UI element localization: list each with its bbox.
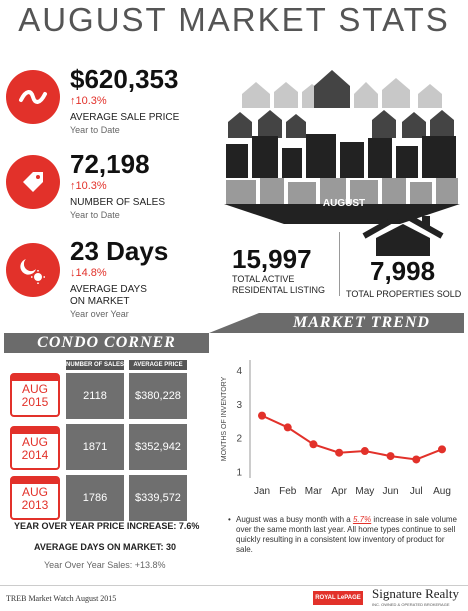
data-point	[360, 447, 369, 456]
stat-change: ↑10.3%	[70, 95, 107, 107]
stat-days-on-market: 23 Days ↓14.8% AVERAGE DAYS ON MARKET Ye…	[70, 236, 230, 320]
footer-rule	[0, 585, 468, 586]
avg-days-on-market: AVERAGE DAYS ON MARKET: 30	[34, 542, 177, 552]
sold-label: TOTAL PROPERTIES SOLD	[346, 289, 462, 299]
table-cell-sales: 2118	[66, 373, 124, 419]
x-tick-label: Mar	[305, 486, 323, 497]
x-tick-label: Aug	[433, 486, 451, 497]
x-tick-label: May	[355, 486, 374, 497]
condo-banner: CONDO CORNER	[4, 333, 209, 353]
x-tick-label: Jul	[410, 486, 423, 497]
calendar-icon: AUG 2013	[10, 476, 60, 520]
data-point	[386, 452, 395, 461]
stat-value: 23 Days	[70, 236, 169, 266]
company-sub: INC. OWNED & OPERATED BROKERAGE	[372, 602, 450, 607]
x-tick-label: Feb	[279, 486, 297, 497]
table-cell-price: $380,228	[129, 373, 187, 419]
y-tick-label: 3	[236, 400, 242, 411]
stat-sub: Year over Year	[70, 309, 129, 319]
yoy-price-increase: YEAR OVER YEAR PRICE INCREASE: 7.6%	[14, 521, 200, 531]
price-tag-icon	[6, 155, 60, 209]
stat-change: ↑10.3%	[70, 180, 107, 192]
col-header-price: AVERAGE PRICE	[129, 360, 187, 370]
data-point	[283, 423, 292, 432]
stat-sales-count: 72,198 ↑10.3% NUMBER OF SALES Year to Da…	[70, 149, 230, 221]
stat-sub: Year to Date	[70, 125, 120, 135]
stat-change: ↓14.8%	[70, 267, 107, 279]
table-cell-price: $339,572	[129, 475, 187, 521]
table-cell-sales: 1871	[66, 424, 124, 470]
data-point	[412, 455, 421, 464]
page-title: AUGUST MARKET STATS	[18, 1, 450, 38]
footer-source: TREB Market Watch August 2015	[6, 594, 117, 603]
x-tick-label: Apr	[331, 486, 347, 497]
series-line	[261, 414, 443, 461]
data-point	[309, 440, 318, 449]
tilde-icon	[6, 70, 60, 124]
data-point	[335, 448, 344, 457]
table-cell-sales: 1786	[66, 475, 124, 521]
stat-label: NUMBER OF SALES	[70, 197, 166, 208]
arrow-up-icon: ↑	[70, 180, 76, 192]
y-tick-label: 2	[236, 434, 242, 445]
x-tick-label: Jan	[254, 486, 270, 497]
trend-note: August was a busy month with a 5.7% incr…	[236, 515, 458, 554]
stat-sale-price: $620,353 ↑10.3% AVERAGE SALE PRICE Year …	[70, 64, 230, 136]
company-name: Signature Realty	[372, 586, 460, 601]
yoy-sales: Year Over Year Sales: +13.8%	[44, 560, 166, 570]
divider	[339, 232, 340, 296]
data-point	[438, 445, 446, 454]
arrow-down-icon: ↓	[70, 267, 76, 279]
sold-value: 7,998	[370, 256, 436, 286]
y-axis-label: MONTHS OF INVENTORY	[221, 376, 228, 461]
city-banner: AUGUST	[322, 198, 366, 209]
calendar-icon: AUG 2015	[10, 373, 60, 417]
active-listing-label: TOTAL ACTIVE RESIDENTAL LISTING	[232, 274, 326, 295]
city-illustration	[224, 70, 460, 224]
stat-value: $620,353	[70, 64, 179, 94]
table-cell-price: $352,942	[129, 424, 187, 470]
brand-logo: ROYAL LePAGE	[313, 591, 363, 605]
market-trend-chart: 1 2 3 4 MONTHS OF INVENTORY Jan Feb Mar Apr May Ju…	[221, 360, 451, 497]
house-icon	[362, 212, 444, 256]
bullet: •	[228, 515, 231, 524]
col-header-sales: NUMBER OF SALES	[66, 360, 125, 370]
stat-label: AVERAGE DAYS ON MARKET	[70, 284, 147, 307]
calendar-icon: AUG 2014	[10, 426, 60, 470]
trend-banner: MARKET TREND	[259, 313, 464, 333]
active-listing-value: 15,997	[232, 244, 312, 274]
stat-sub: Year to Date	[70, 210, 120, 220]
y-tick-label: 1	[236, 467, 242, 478]
day-night-icon	[6, 243, 60, 297]
stat-value: 72,198	[70, 149, 150, 179]
stat-label: AVERAGE SALE PRICE	[70, 112, 180, 123]
arrow-up-icon: ↑	[70, 95, 76, 107]
y-tick-label: 4	[236, 366, 242, 377]
x-tick-label: Jun	[383, 486, 399, 497]
data-point	[258, 411, 266, 420]
banner-wedge	[209, 313, 259, 333]
